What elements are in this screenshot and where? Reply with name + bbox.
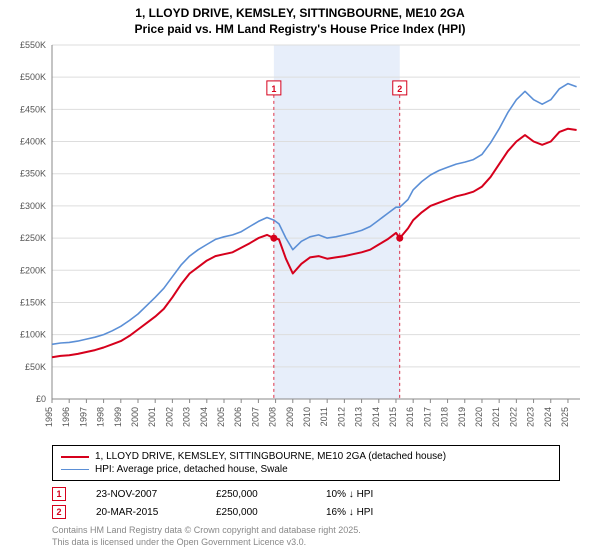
svg-text:2023: 2023: [526, 407, 536, 427]
svg-text:2008: 2008: [268, 407, 278, 427]
title-line-1: 1, LLOYD DRIVE, KEMSLEY, SITTINGBOURNE, …: [0, 6, 600, 22]
table-row: 1 23-NOV-2007 £250,000 10% ↓ HPI: [52, 485, 560, 503]
sale-price: £250,000: [216, 489, 296, 500]
title-line-2: Price paid vs. HM Land Registry's House …: [0, 22, 600, 38]
svg-text:2013: 2013: [354, 407, 364, 427]
svg-text:1999: 1999: [113, 407, 123, 427]
svg-text:2: 2: [397, 84, 402, 94]
svg-text:2005: 2005: [216, 407, 226, 427]
svg-text:1998: 1998: [96, 407, 106, 427]
svg-text:2007: 2007: [250, 407, 260, 427]
svg-text:2002: 2002: [164, 407, 174, 427]
legend-label: 1, LLOYD DRIVE, KEMSLEY, SITTINGBOURNE, …: [95, 451, 446, 462]
svg-text:2025: 2025: [560, 407, 570, 427]
svg-text:1995: 1995: [44, 407, 54, 427]
svg-text:2014: 2014: [371, 407, 381, 427]
sale-price: £250,000: [216, 507, 296, 518]
marker-badge: 1: [52, 487, 66, 501]
svg-text:2019: 2019: [457, 407, 467, 427]
line-chart: £0 £50K £100K £150K £200K £250K £300K £350K £400…: [0, 39, 600, 439]
attribution-line: This data is licensed under the Open Gov…: [52, 537, 560, 549]
svg-text:2000: 2000: [130, 407, 140, 427]
svg-text:£200K: £200K: [20, 265, 46, 275]
svg-text:2010: 2010: [302, 407, 312, 427]
svg-text:2006: 2006: [233, 407, 243, 427]
svg-text:£250K: £250K: [20, 233, 46, 243]
svg-text:£100K: £100K: [20, 330, 46, 340]
svg-text:2021: 2021: [491, 407, 501, 427]
svg-text:£500K: £500K: [20, 72, 46, 82]
svg-text:£400K: £400K: [20, 137, 46, 147]
svg-text:1997: 1997: [78, 407, 88, 427]
svg-text:2001: 2001: [147, 407, 157, 427]
legend: 1, LLOYD DRIVE, KEMSLEY, SITTINGBOURNE, …: [52, 445, 560, 481]
sale-delta: 10% ↓ HPI: [326, 489, 416, 500]
sale-date: 23-NOV-2007: [96, 489, 186, 500]
svg-text:2004: 2004: [199, 407, 209, 427]
legend-swatch: [61, 469, 89, 470]
svg-text:2024: 2024: [543, 407, 553, 427]
svg-text:2017: 2017: [422, 407, 432, 427]
svg-text:£50K: £50K: [25, 362, 46, 372]
svg-text:1996: 1996: [61, 407, 71, 427]
svg-text:2022: 2022: [508, 407, 518, 427]
svg-text:£300K: £300K: [20, 201, 46, 211]
svg-text:£0: £0: [36, 394, 46, 404]
svg-text:2016: 2016: [405, 407, 415, 427]
svg-text:2009: 2009: [285, 407, 295, 427]
attribution-line: Contains HM Land Registry data © Crown c…: [52, 525, 560, 537]
svg-text:£450K: £450K: [20, 105, 46, 115]
svg-text:£550K: £550K: [20, 40, 46, 50]
svg-text:£150K: £150K: [20, 298, 46, 308]
legend-label: HPI: Average price, detached house, Swal…: [95, 464, 288, 475]
svg-text:2012: 2012: [336, 407, 346, 427]
legend-swatch: [61, 456, 89, 458]
svg-text:2020: 2020: [474, 407, 484, 427]
sales-table: 1 23-NOV-2007 £250,000 10% ↓ HPI 2 20-MA…: [52, 485, 560, 521]
svg-text:1: 1: [271, 84, 276, 94]
legend-item: 1, LLOYD DRIVE, KEMSLEY, SITTINGBOURNE, …: [61, 450, 551, 463]
table-row: 2 20-MAR-2015 £250,000 16% ↓ HPI: [52, 503, 560, 521]
svg-text:2018: 2018: [440, 407, 450, 427]
attribution: Contains HM Land Registry data © Crown c…: [52, 525, 560, 548]
svg-text:2003: 2003: [182, 407, 192, 427]
svg-text:2011: 2011: [319, 407, 329, 426]
chart-title-block: 1, LLOYD DRIVE, KEMSLEY, SITTINGBOURNE, …: [0, 0, 600, 39]
svg-text:2015: 2015: [388, 407, 398, 427]
sale-date: 20-MAR-2015: [96, 507, 186, 518]
svg-text:£350K: £350K: [20, 169, 46, 179]
legend-item: HPI: Average price, detached house, Swal…: [61, 463, 551, 476]
chart-area: £0 £50K £100K £150K £200K £250K £300K £350K £400…: [0, 39, 600, 439]
marker-badge: 2: [52, 505, 66, 519]
sale-delta: 16% ↓ HPI: [326, 507, 416, 518]
